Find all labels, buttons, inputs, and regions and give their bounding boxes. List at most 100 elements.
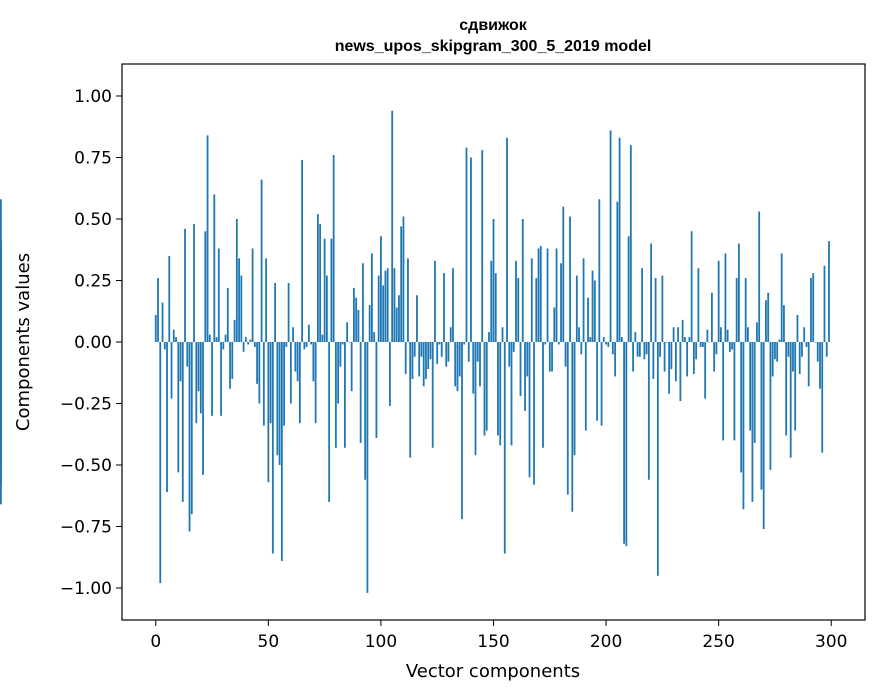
- bar: [436, 342, 439, 365]
- bar: [767, 292, 770, 342]
- bar: [285, 342, 288, 347]
- bar: [578, 327, 580, 342]
- bar: [593, 280, 596, 342]
- bar: [571, 342, 574, 512]
- bar: [825, 342, 828, 357]
- bar: [674, 342, 677, 382]
- bar: [211, 342, 213, 416]
- bar: [395, 307, 398, 342]
- bar: [539, 246, 542, 342]
- bar: [530, 258, 533, 342]
- bar: [605, 342, 607, 345]
- bar: [738, 243, 740, 342]
- bar: [560, 263, 562, 342]
- bar: [731, 342, 734, 350]
- bar: [470, 157, 472, 342]
- bar: [283, 342, 286, 426]
- bar: [404, 342, 407, 374]
- bar: [733, 342, 736, 441]
- bar: [334, 342, 337, 448]
- bar: [163, 342, 166, 350]
- bar: [303, 342, 306, 350]
- bar: [659, 342, 662, 357]
- bar: [810, 278, 812, 342]
- bar: [301, 159, 304, 342]
- bar: [537, 248, 540, 342]
- bar: [402, 216, 405, 342]
- bar: [623, 342, 625, 544]
- bar: [697, 268, 700, 342]
- bar: [314, 342, 317, 424]
- bar: [431, 342, 434, 448]
- bar: [353, 287, 355, 342]
- bar: [749, 342, 752, 431]
- bar: [197, 342, 200, 392]
- chart-title-line-2: news_upos_skipgram_300_5_2019 model: [335, 38, 652, 55]
- bar: [720, 327, 722, 342]
- bar: [371, 253, 373, 342]
- bar: [490, 260, 493, 342]
- bar: [740, 342, 743, 473]
- bar: [422, 342, 425, 387]
- bar: [503, 342, 506, 554]
- bar: [679, 342, 682, 402]
- bar: [339, 342, 342, 367]
- bar: [355, 297, 358, 342]
- bar: [715, 342, 718, 355]
- bar: [380, 236, 382, 342]
- bar: [598, 199, 601, 342]
- x-tick-label: 200: [590, 632, 622, 652]
- bar: [172, 329, 175, 342]
- bar: [798, 342, 801, 374]
- bar: [233, 319, 236, 342]
- bar: [474, 342, 477, 456]
- bar: [636, 342, 639, 357]
- bar: [726, 329, 729, 342]
- bar: [562, 206, 565, 342]
- bar: [706, 329, 709, 342]
- bar: [411, 342, 414, 379]
- bar: [690, 231, 693, 342]
- bar: [677, 327, 680, 342]
- bar: [650, 243, 653, 342]
- bar: [787, 342, 790, 357]
- bar: [672, 327, 675, 342]
- bar: [488, 332, 490, 342]
- bar: [542, 342, 544, 448]
- bar: [337, 342, 340, 404]
- bar: [208, 334, 211, 342]
- x-tick-label: 50: [258, 632, 280, 652]
- bar: [575, 275, 578, 342]
- bar: [452, 268, 454, 342]
- bar: [231, 342, 234, 379]
- bar: [535, 278, 538, 342]
- bar: [724, 253, 727, 342]
- bar: [251, 248, 254, 342]
- bar: [587, 297, 589, 342]
- bar: [224, 334, 227, 342]
- bar: [154, 314, 157, 342]
- bar: [789, 342, 792, 458]
- x-axis-ticks: 0 50 100 150 200 250 300: [150, 620, 847, 652]
- bar: [573, 342, 576, 456]
- bar: [823, 265, 826, 342]
- bar: [368, 305, 371, 342]
- bar: [344, 342, 346, 448]
- bar: [175, 337, 177, 342]
- bar: [744, 278, 747, 342]
- bar: [262, 342, 265, 426]
- bar: [438, 342, 441, 345]
- bar: [499, 342, 502, 446]
- bar: [328, 342, 331, 502]
- bar: [461, 342, 463, 520]
- bar: [805, 342, 808, 347]
- bar: [357, 310, 360, 342]
- bar: [821, 342, 824, 453]
- bar: [463, 342, 466, 345]
- y-axis-ticks: 1.00 0.75 0.50 0.25 0.00 −0.25 −0.50 −0.75 −1.00: [60, 87, 122, 599]
- bar: [816, 342, 819, 362]
- bar: [528, 342, 531, 478]
- bar: [632, 342, 634, 372]
- y-tick-label: 1.00: [74, 87, 112, 107]
- bar: [614, 342, 616, 377]
